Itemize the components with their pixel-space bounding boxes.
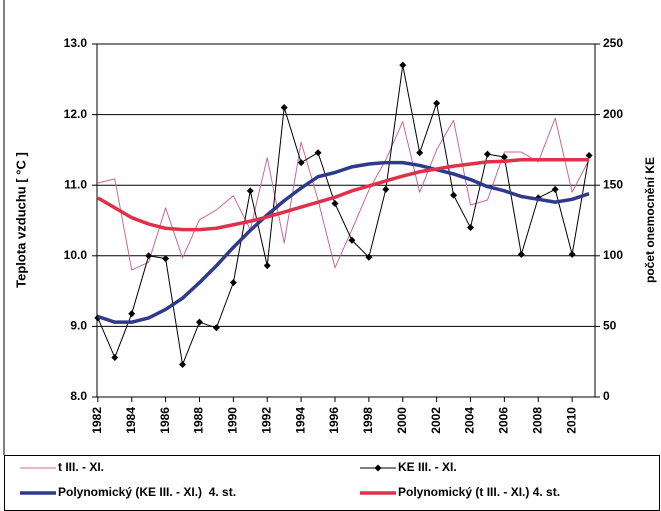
y-tick-label: 11.0 xyxy=(64,177,87,191)
x-tick-label: 1990 xyxy=(226,407,240,434)
marker xyxy=(483,150,491,158)
y2-tick-label: 100 xyxy=(603,248,623,262)
legend-label: Polynomický (t III. - XI.) 4. st. xyxy=(398,485,560,499)
marker xyxy=(280,104,288,112)
y2-tick-label: 0 xyxy=(603,389,610,403)
marker xyxy=(433,99,441,107)
marker xyxy=(229,279,237,287)
marker xyxy=(128,310,136,318)
marker xyxy=(382,185,390,193)
legend-marker xyxy=(374,464,382,472)
y-tick-label: 10.0 xyxy=(64,248,88,262)
x-tick-label: 1998 xyxy=(361,407,375,434)
marker xyxy=(195,318,203,326)
marker xyxy=(314,149,322,157)
marker xyxy=(517,250,525,258)
marker xyxy=(263,262,271,270)
x-tick-label: 2004 xyxy=(463,407,477,434)
x-tick-label: 1988 xyxy=(192,407,206,434)
marker xyxy=(585,152,593,160)
marker xyxy=(212,324,220,332)
y2-tick-label: 200 xyxy=(603,107,623,121)
series-line xyxy=(97,64,590,366)
marker xyxy=(551,185,559,193)
legend-label: Polynomický (KE III. - XI.) 4. st. xyxy=(58,485,236,499)
y-tick-label: 8.0 xyxy=(70,389,87,403)
x-tick-label: 1984 xyxy=(124,407,138,434)
y-axis-title: Teplota vzduchu [ °C ] xyxy=(13,152,28,288)
marker xyxy=(297,159,305,167)
y2-tick-label: 150 xyxy=(603,177,623,191)
series-line xyxy=(96,158,590,232)
legend-label: KE III. - XI. xyxy=(398,460,457,474)
marker xyxy=(568,250,576,258)
x-tick-label: 1992 xyxy=(259,407,273,434)
marker xyxy=(162,255,170,263)
series-line xyxy=(97,160,590,324)
marker xyxy=(365,253,373,261)
marker xyxy=(179,361,187,369)
x-tick-label: 1982 xyxy=(90,407,104,434)
marker xyxy=(331,200,339,208)
y2-axis-title: počet onemocnění KE xyxy=(643,157,657,283)
marker xyxy=(450,191,458,199)
y-tick-label: 12.0 xyxy=(64,107,88,121)
marker xyxy=(111,353,119,361)
marker xyxy=(500,153,508,161)
marker xyxy=(416,149,424,157)
x-tick-label: 1986 xyxy=(158,407,172,434)
x-tick-label: 2008 xyxy=(530,407,544,434)
x-tick-label: 2010 xyxy=(564,407,578,434)
x-tick-label: 2002 xyxy=(429,407,443,434)
y-tick-label: 13.0 xyxy=(64,36,88,50)
x-tick-label: 2006 xyxy=(497,407,511,434)
marker xyxy=(399,61,407,69)
marker xyxy=(348,236,356,244)
y2-tick-label: 250 xyxy=(603,36,623,50)
y-tick-label: 9.0 xyxy=(70,319,87,333)
marker xyxy=(145,252,153,260)
marker xyxy=(246,187,254,195)
legend-label: t III. - XI. xyxy=(58,460,104,474)
x-tick-label: 2000 xyxy=(395,407,409,434)
y2-tick-label: 50 xyxy=(603,319,617,333)
x-tick-label: 1994 xyxy=(293,407,307,434)
series-line xyxy=(97,117,590,271)
marker xyxy=(467,224,474,232)
x-tick-label: 1996 xyxy=(327,407,341,434)
